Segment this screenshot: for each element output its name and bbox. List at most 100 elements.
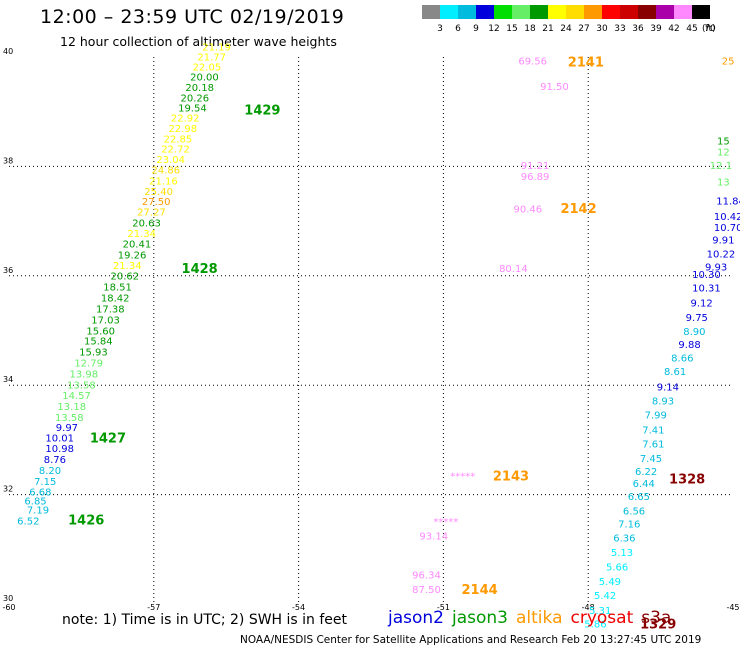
wave-height-label: 9.91	[712, 236, 734, 247]
wave-height-label: 27.27	[137, 208, 166, 219]
wave-height-label: 19.26	[118, 250, 147, 261]
wave-height-label: 69.56	[518, 57, 547, 68]
wave-height-label: 22.92	[171, 114, 200, 125]
axis-ticks: -60 -57 -54 -51 -48 -45 30 32 34 36 38 40	[2, 47, 739, 612]
x-tick-label: -45	[726, 603, 739, 612]
wave-height-label: 15.84	[84, 337, 113, 348]
legend-altika: altika	[516, 608, 563, 628]
credit-line: NOAA/NESDIS Center for Satellite Applica…	[240, 634, 702, 646]
wave-height-label: 20.41	[123, 239, 152, 250]
wave-height-label: 8.93	[652, 396, 674, 407]
wave-height-label: 15.93	[79, 348, 108, 359]
x-tick-label: -54	[292, 603, 305, 612]
wave-height-label: 20.62	[111, 272, 140, 283]
pass-number-label: 1428	[182, 262, 218, 277]
wave-height-label: 10.01	[45, 434, 74, 445]
y-tick-label: 38	[3, 156, 13, 165]
colorbar-swatch	[602, 5, 620, 19]
wave-height-label: 5.66	[606, 563, 628, 574]
wave-height-label: 7.19	[27, 506, 49, 517]
wave-height-label: 5.86	[584, 620, 606, 631]
wave-height-label: 7.99	[645, 411, 667, 422]
colorbar-swatch	[674, 5, 692, 19]
wave-height-label: 18.42	[101, 294, 130, 305]
wave-height-label: 6.22	[635, 467, 657, 478]
wave-height-label: 21.34	[113, 261, 142, 272]
y-tick-label: 34	[3, 375, 13, 384]
note-text: note: 1) Time is in UTC; 2) SWH is in fe…	[62, 612, 348, 628]
data-points: 6.527.196.856.687.158.208.7610.9810.019.…	[17, 42, 740, 630]
wave-height-label: 96.89	[521, 172, 550, 183]
wave-height-label: 9.14	[657, 383, 679, 394]
wave-height-label: 7.61	[642, 440, 664, 451]
colorbar-label: 33	[614, 24, 625, 33]
wave-height-label: 10.98	[45, 444, 74, 455]
wave-height-label: 8.90	[683, 327, 705, 338]
wave-height-label: 90.46	[514, 204, 543, 215]
colorbar-label: 39	[650, 24, 662, 33]
wave-height-label: 9.75	[686, 313, 708, 324]
colorbar-swatch	[530, 5, 548, 19]
colorbar-label: 36	[632, 24, 644, 33]
y-tick-label: 36	[3, 266, 13, 275]
y-tick-label: 30	[3, 594, 13, 603]
colorbar-swatch	[566, 5, 584, 19]
wave-height-label: 13.18	[57, 402, 86, 413]
wave-height-label: 20.63	[132, 219, 161, 230]
wave-height-label: 12.79	[74, 359, 103, 370]
y-tick-label: 40	[3, 47, 13, 56]
wave-height-label: 9.93	[705, 262, 727, 273]
wave-height-label: 14.57	[62, 391, 91, 402]
wave-height-label: 6.56	[623, 506, 645, 517]
wave-height-label: 25	[722, 57, 735, 68]
wave-height-label: 22.85	[164, 134, 193, 145]
colorbar-label: 30	[596, 24, 608, 33]
colorbar-label: 70	[704, 24, 716, 33]
colorbar-label: 3	[437, 24, 443, 33]
colorbar-label: 21	[542, 24, 553, 33]
x-tick-label: -51	[437, 603, 450, 612]
colorbar-swatch	[440, 5, 458, 19]
colorbar-label: 12	[488, 24, 499, 33]
x-tick-label: -48	[582, 603, 595, 612]
x-tick-label: -60	[2, 603, 15, 612]
pass-number-label: 1429	[244, 103, 280, 118]
wave-height-label: 87.50	[412, 585, 441, 596]
wave-height-label: 91.50	[540, 82, 569, 93]
colorbar-label: 18	[524, 24, 536, 33]
wave-height-label: 7.16	[618, 519, 640, 530]
colorbar-swatch	[584, 5, 602, 19]
wave-height-label: 21.16	[149, 176, 178, 187]
colorbar-label: 6	[455, 24, 461, 33]
wave-height-label: 22.98	[168, 124, 197, 135]
chart-subtitle: 12 hour collection of altimeter wave hei…	[60, 34, 337, 49]
wave-height-label: 13.58	[55, 413, 84, 424]
wave-height-label: *****	[450, 471, 475, 482]
pass-number-label: 2143	[493, 469, 529, 484]
wave-height-label: 10.70	[714, 223, 740, 234]
wave-height-label: 22.05	[193, 63, 222, 74]
wave-height-label: 9.12	[690, 298, 712, 309]
wave-height-label: 25.40	[144, 187, 173, 198]
wave-height-label: 7.41	[642, 425, 664, 436]
wave-height-label: 17.03	[91, 315, 120, 326]
y-tick-label: 32	[3, 485, 13, 494]
wave-height-label: 20.00	[190, 73, 219, 84]
colorbar-swatch	[548, 5, 566, 19]
chart-title: 12:00 – 23:59 UTC 02/19/2019	[40, 6, 345, 28]
wave-height-label: 21.34	[127, 229, 156, 240]
wave-height-label: 12.1	[710, 161, 732, 172]
x-tick-label: -57	[147, 603, 160, 612]
wave-height-label: 17.38	[96, 304, 125, 315]
satellite-legend: jason2 jason3 altika cryosat s3a	[388, 608, 679, 628]
legend-s3a: s3a	[641, 608, 672, 628]
wave-height-label: 10.31	[692, 284, 721, 295]
colorbar-label: 24	[560, 24, 572, 33]
colorbar-swatch	[476, 5, 494, 19]
colorbar-label: 9	[473, 24, 479, 33]
pass-number-label: 2144	[462, 583, 498, 598]
colorbar-label: 45	[686, 24, 697, 33]
wave-height-label: 5.49	[599, 577, 621, 588]
